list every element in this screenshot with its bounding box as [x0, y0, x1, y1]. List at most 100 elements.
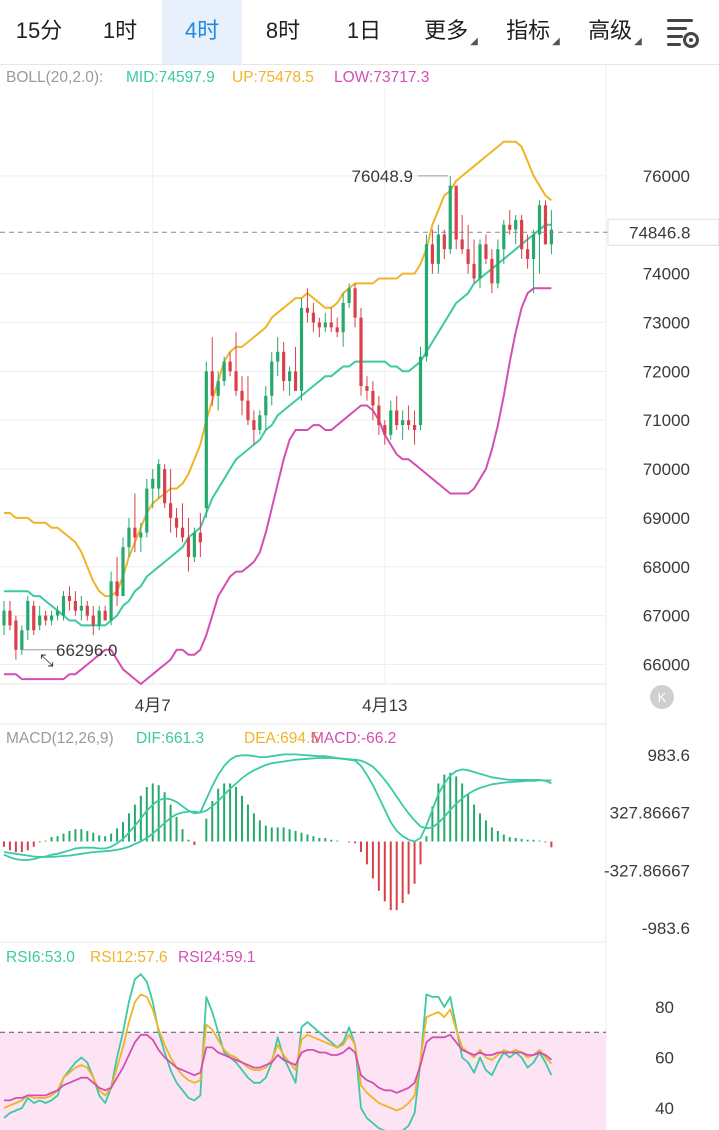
candle-body [121, 547, 125, 597]
macd-dif-line [3, 753, 552, 861]
legend-up: UP:75478.5 [232, 69, 314, 86]
candle-body [91, 615, 95, 626]
rsi12-line [3, 993, 553, 1112]
rsi-overbought-zone [0, 1032, 606, 1130]
tab-label: 1日 [346, 18, 382, 43]
legend-low: LOW:73717.3 [334, 69, 429, 86]
candle-body [145, 488, 149, 533]
candle-body [198, 532, 202, 543]
tab-5[interactable]: 1日 [324, 0, 404, 64]
candle-body [222, 361, 226, 382]
candle-body [258, 415, 262, 430]
tab-1[interactable]: 15分 [0, 0, 78, 64]
candle-body [2, 610, 6, 626]
candle-body [401, 420, 405, 426]
y-axis-label: 76000 [643, 167, 690, 186]
candle-body [228, 361, 232, 372]
candle-body [466, 249, 470, 264]
y-axis-label: 72000 [643, 362, 690, 381]
candle-body [353, 288, 357, 318]
timeframe-tab-bar: 15分 1时 4时 8时 1日 更多 ◢ 指标 ◢ 高级 ◢ [0, 0, 719, 64]
candle-body [26, 600, 30, 631]
candle-body [32, 605, 36, 631]
candle-body [20, 630, 24, 650]
candle-body [234, 371, 238, 391]
candle-body [270, 361, 274, 396]
candle-body [246, 400, 250, 421]
dropdown-caret-icon: ◢ [470, 36, 478, 47]
candle-body [186, 537, 191, 557]
chart-settings-icon[interactable] [664, 14, 700, 50]
legend-dif: DIF:661.3 [136, 730, 204, 747]
candle-body [359, 317, 363, 386]
rsi24-line [4, 1033, 552, 1102]
candle-body [424, 244, 429, 357]
candle-body [204, 371, 208, 509]
y-axis-label: 66000 [643, 655, 690, 674]
candle-body [347, 288, 351, 303]
candle-body [329, 322, 333, 328]
tab-6[interactable]: 更多 ◢ [412, 0, 490, 64]
candle-body [151, 478, 155, 489]
current-price-label: 74846.8 [629, 223, 690, 242]
candle-body [139, 532, 143, 538]
boll-mid-line [4, 223, 552, 627]
candle-body [389, 410, 393, 435]
legend-macd: MACD:-66.2 [311, 730, 396, 747]
candle-body [85, 605, 89, 616]
candle-body [418, 356, 423, 426]
candle-body [103, 610, 107, 621]
tab-label: 8时 [265, 18, 301, 43]
candle-body [478, 244, 482, 279]
dropdown-caret-icon: ◢ [552, 36, 560, 47]
macd-y-axis-label: 983.6 [647, 746, 690, 765]
candle-body [502, 224, 506, 250]
candle-body [436, 234, 440, 264]
candle-body [192, 532, 196, 557]
legend-macd_title: MACD(12,26,9) [6, 730, 114, 747]
tab-2[interactable]: 1时 [80, 0, 160, 64]
candle-body [163, 469, 167, 504]
candle-body [67, 596, 72, 601]
candle-body [335, 327, 339, 333]
legend-mid: MID:74597.9 [126, 69, 215, 86]
tab-4[interactable]: 8时 [244, 0, 322, 64]
min-price-label: 66296.0 [56, 641, 117, 660]
candle-body [490, 258, 494, 284]
candle-body [180, 527, 185, 538]
candle-body [407, 420, 411, 426]
candle-body [526, 249, 530, 259]
tab-7[interactable]: 指标 ◢ [494, 0, 572, 64]
candle-body [216, 381, 220, 396]
candle-body [454, 185, 458, 240]
y-axis-label: 70000 [643, 460, 690, 479]
y-axis-label: 74000 [643, 265, 690, 284]
collapse-arrows-icon: ⤡ [40, 651, 54, 670]
candle-body [210, 371, 214, 396]
y-axis-label: 71000 [643, 411, 690, 430]
x-axis-label: 4月7 [135, 696, 171, 715]
candle-body [520, 219, 524, 250]
candle-body [448, 185, 452, 250]
rsi-y-axis-label: 80 [655, 998, 674, 1017]
candle-body [14, 620, 18, 650]
candle-body [282, 351, 286, 382]
candle-body [341, 302, 345, 333]
tab-label: 4时 [184, 18, 220, 43]
candle-body [299, 307, 304, 391]
candle-body [395, 410, 399, 426]
tab-3[interactable]: 4时 [162, 0, 242, 64]
candle-body [8, 610, 12, 626]
candle-body [442, 234, 446, 250]
candle-body [44, 615, 48, 621]
rsi-y-axis-label: 60 [655, 1049, 674, 1068]
candle-body [288, 371, 292, 382]
legend-rsi12: RSI12:57.6 [90, 949, 168, 966]
macd-y-axis-label: -983.6 [642, 919, 690, 938]
candle-body [264, 395, 268, 416]
y-axis-label: 67000 [643, 607, 690, 626]
candle-body [50, 615, 54, 621]
tab-8[interactable]: 高级 ◢ [576, 0, 654, 64]
boll-upper-line [4, 140, 553, 598]
